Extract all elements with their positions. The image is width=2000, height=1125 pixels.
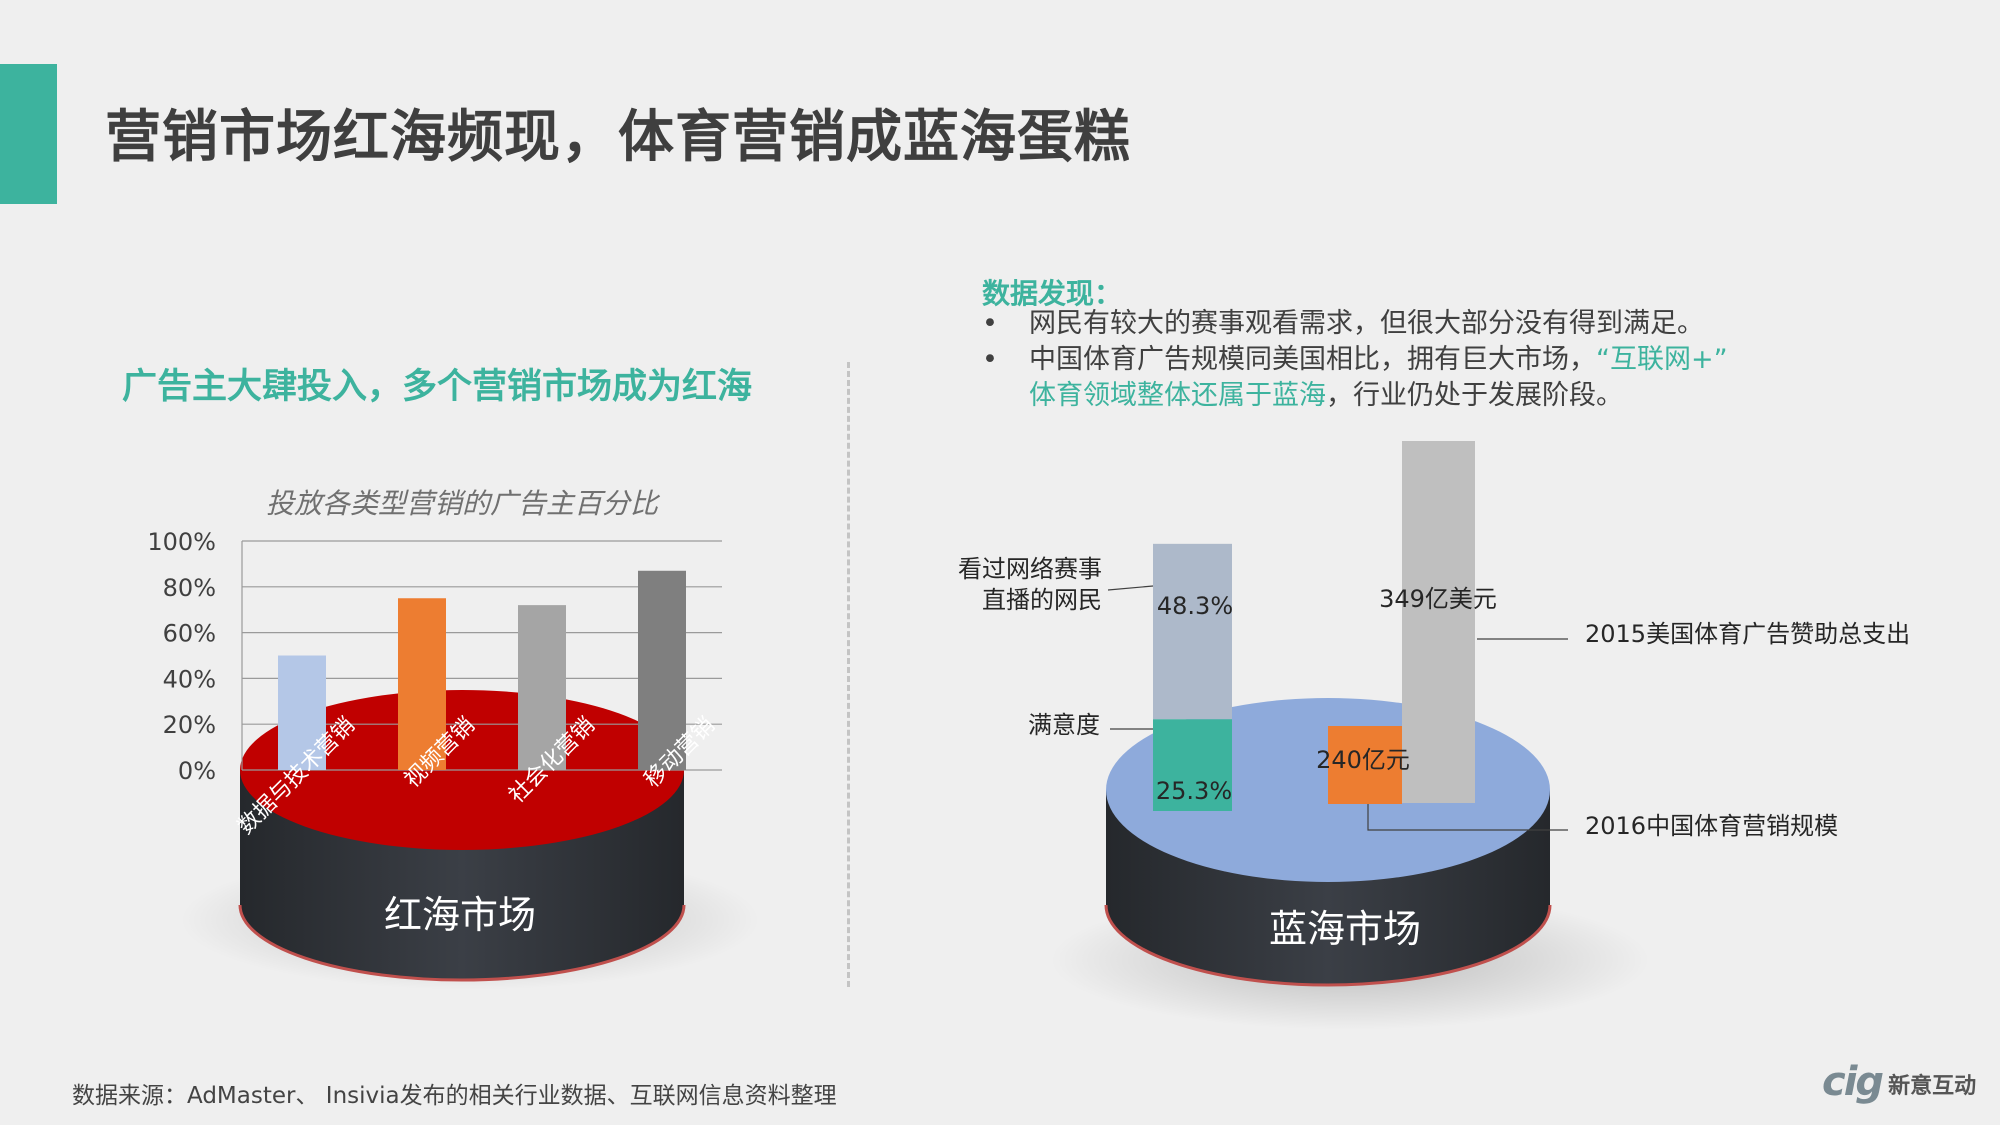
stacked-segment-1 — [1153, 719, 1232, 811]
y-tick-label: 20% — [163, 711, 216, 739]
finding-2b-text: ，行业仍处于发展阶段。 — [1326, 380, 1623, 411]
left-cylinder-rim — [238, 904, 686, 982]
finding-2-continued: 体育领域整体还属于蓝海，行业仍处于发展阶段。 — [982, 378, 1623, 414]
brand-logo: cig 新意互动 — [1822, 1062, 1976, 1102]
left-cylinder-label: 红海市场 — [384, 893, 536, 937]
bullet-1: • — [982, 308, 998, 339]
findings-heading: 数据发现： — [982, 277, 1123, 310]
segment-value-label: 48.3% — [1157, 592, 1233, 620]
finding-2-text: 中国体育广告规模同美国相比，拥有巨大市场， — [1029, 344, 1596, 375]
logo-mark: cig — [1822, 1059, 1884, 1105]
us-spend-label: 2015美国体育广告赞助总支出 — [1585, 620, 1910, 648]
viewers-callout: 直播的网民 — [982, 586, 1102, 614]
finding-2-highlight: “互联网+” — [1596, 344, 1728, 375]
accent-bar — [0, 64, 57, 204]
china-sports-label: 2016中国体育营销规模 — [1585, 812, 1838, 840]
stacked-segment-2 — [1153, 543, 1232, 720]
satisfaction-callout: 满意度 — [1028, 711, 1100, 739]
y-tick-label: 100% — [147, 528, 216, 556]
callout-leader — [1107, 585, 1154, 591]
y-tick-label: 0% — [178, 757, 216, 785]
logo-text: 新意互动 — [1888, 1074, 1977, 1099]
china-value-label: 240亿元 — [1316, 746, 1410, 774]
us-spend-bar — [1402, 441, 1475, 803]
finding-1: • 网民有较大的赛事观看需求，但很大部分没有得到满足。 — [982, 306, 1704, 342]
us-value-label: 349亿美元 — [1379, 585, 1497, 613]
section-divider — [847, 362, 850, 987]
finding-2b-highlight: 体育领域整体还属于蓝海 — [1029, 380, 1326, 411]
y-tick-label: 60% — [163, 620, 216, 648]
right-cylinder-rim — [1104, 904, 1552, 987]
y-tick-label: 80% — [163, 574, 216, 602]
y-tick-label: 40% — [163, 665, 216, 693]
left-chart-title: 投放各类型营销的广告主百分比 — [266, 487, 661, 520]
china-sports-bar — [1328, 726, 1402, 804]
left-heading: 广告主大肆投入，多个营销市场成为红海 — [122, 367, 753, 407]
finding-1-text: 网民有较大的赛事观看需求，但很大部分没有得到满足。 — [1029, 308, 1704, 339]
red-sea-cylinder: 红海市场 — [180, 690, 760, 990]
page-title: 营销市场红海频现，体育营销成蓝海蛋糕 — [105, 105, 1131, 170]
bar-1 — [278, 655, 326, 770]
bar-2 — [398, 598, 446, 770]
right-cylinder-label: 蓝海市场 — [1269, 907, 1421, 951]
segment-value-label: 25.3% — [1156, 777, 1232, 805]
source-note: 数据来源：AdMaster、 Insivia发布的相关行业数据、互联网信息资料整… — [72, 1083, 837, 1109]
viewers-callout: 看过网络赛事 — [958, 555, 1102, 583]
china-leader — [1367, 804, 1568, 831]
bar-3 — [518, 605, 566, 770]
bar-4 — [638, 570, 686, 770]
finding-2: • 中国体育广告规模同美国相比，拥有巨大市场，“互联网+” — [982, 342, 1728, 378]
bullet-2: • — [982, 344, 998, 375]
